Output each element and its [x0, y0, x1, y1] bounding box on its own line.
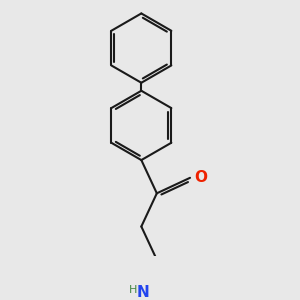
Text: H: H — [128, 285, 137, 295]
Text: O: O — [195, 170, 208, 185]
Text: N: N — [136, 286, 149, 300]
